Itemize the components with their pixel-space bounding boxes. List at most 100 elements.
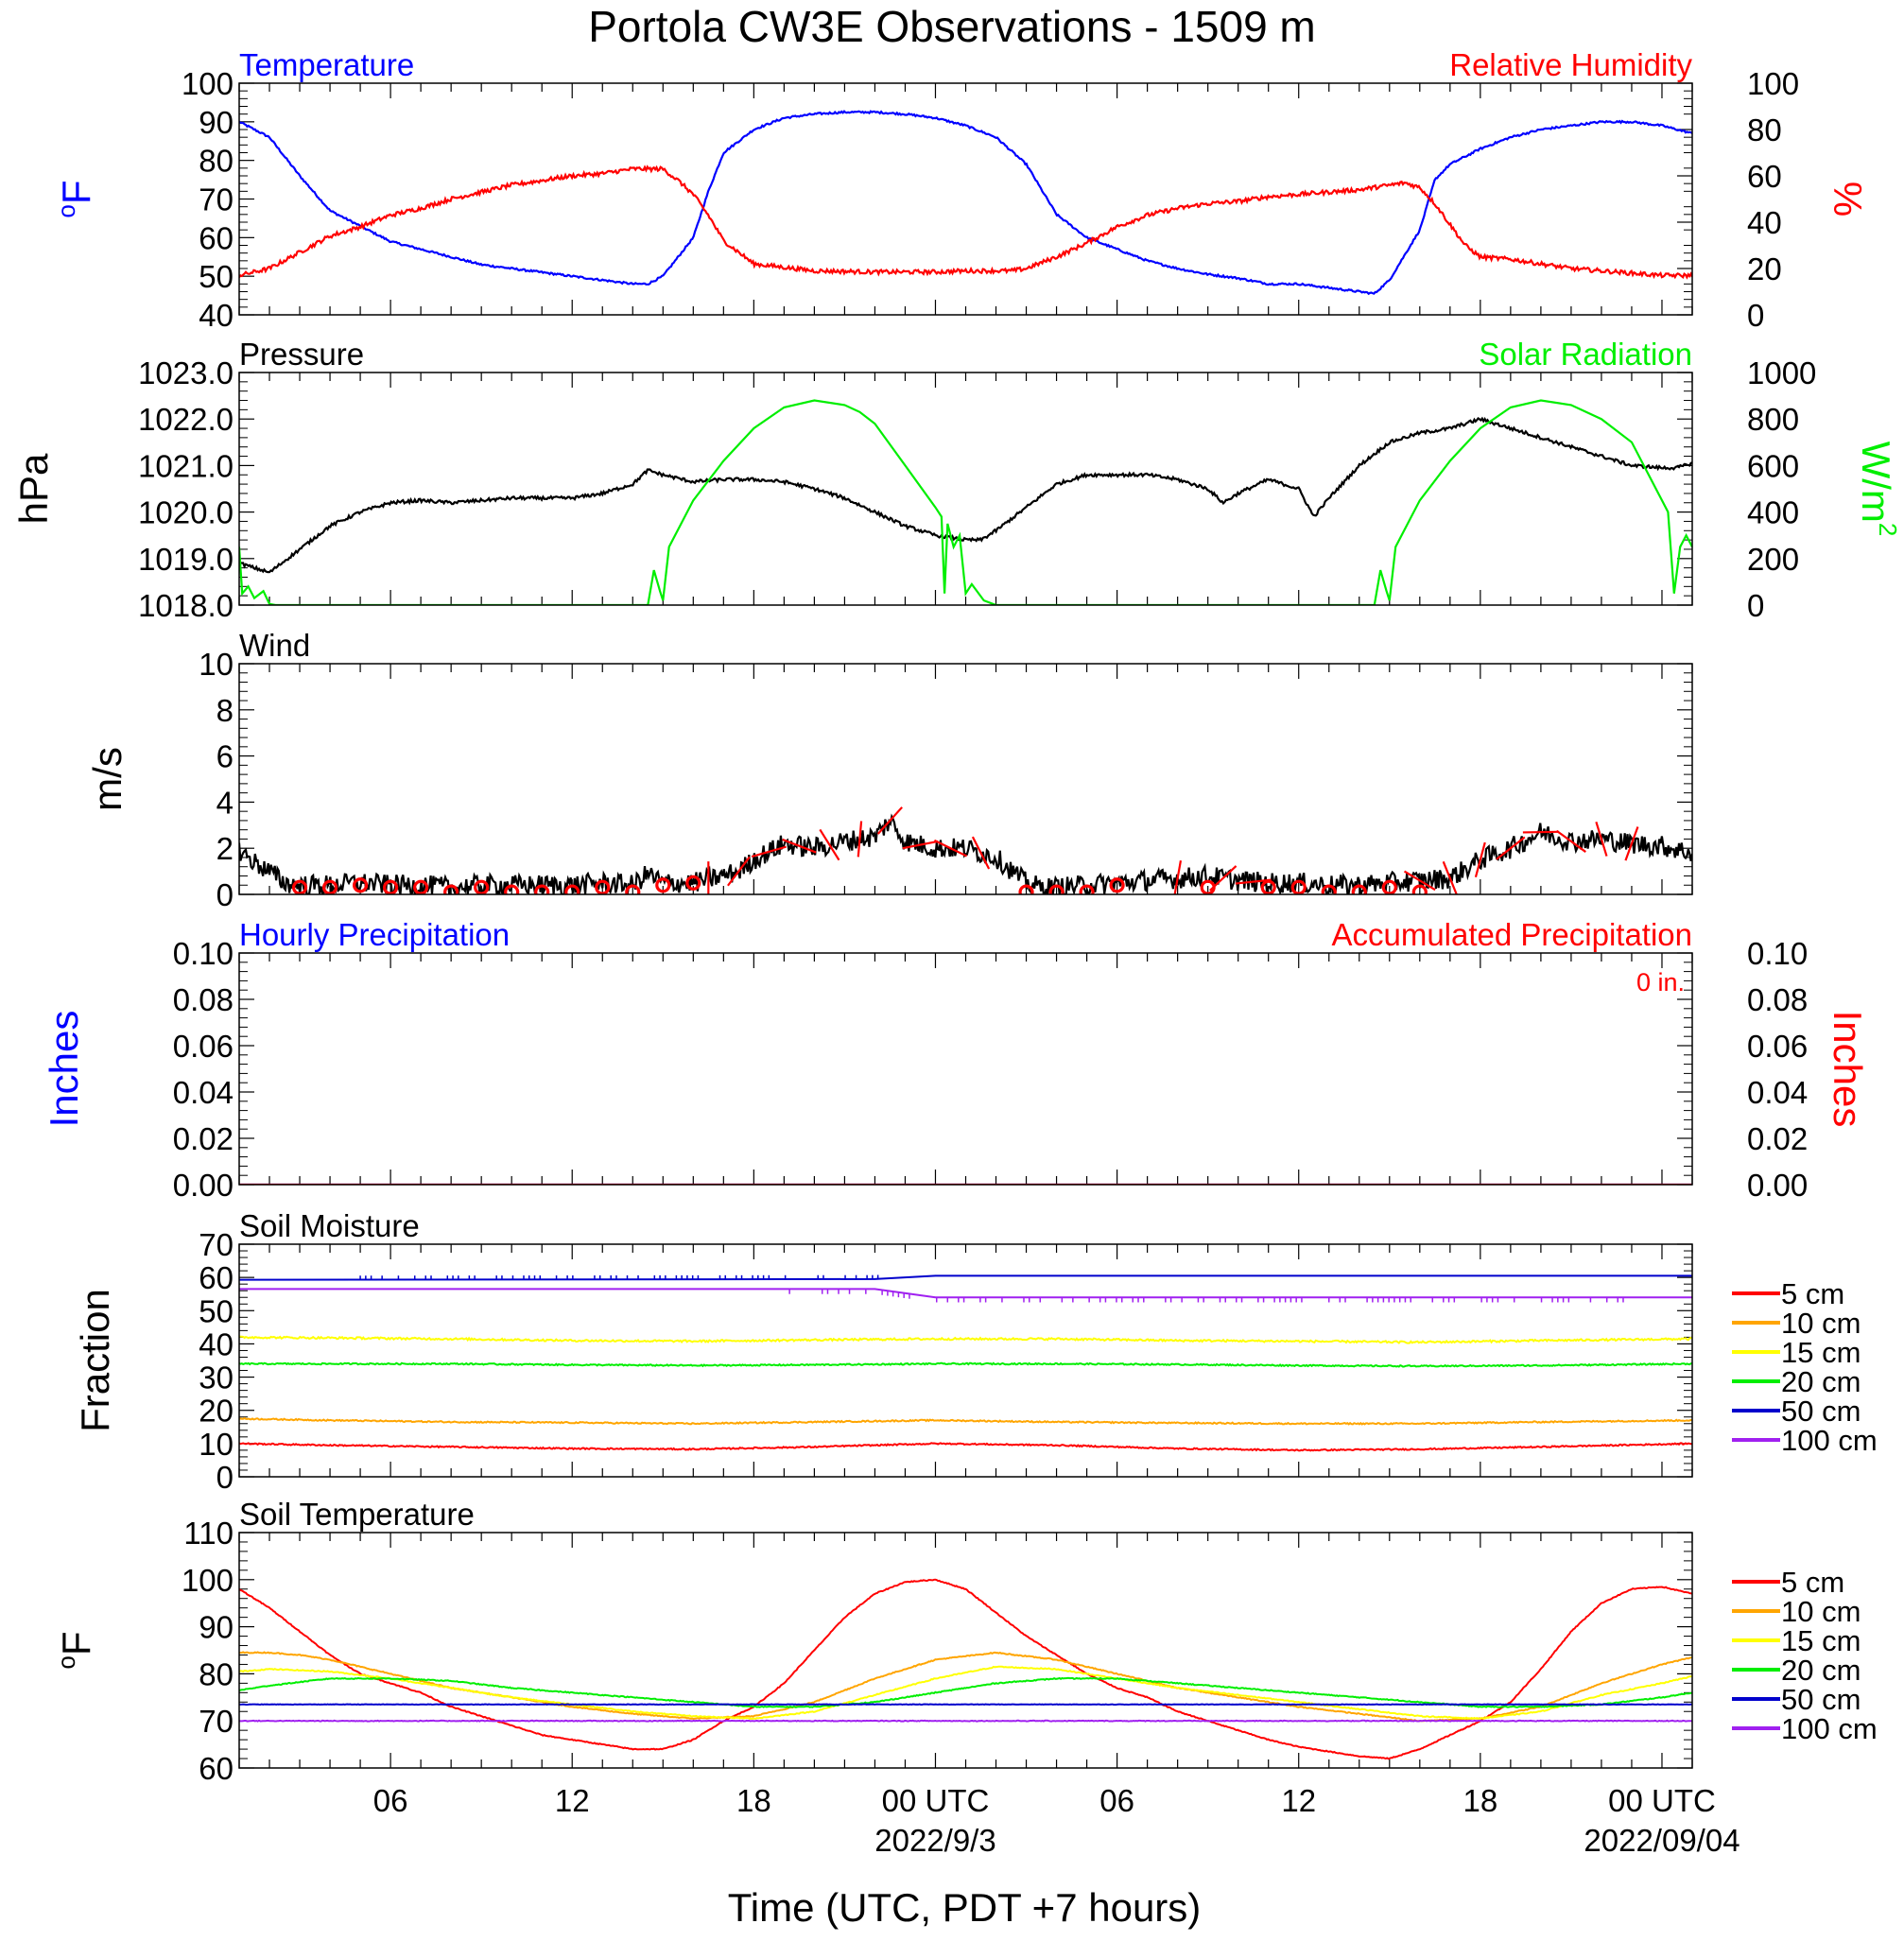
wind-calm-marker (474, 879, 490, 894)
wind-calm-marker (1048, 884, 1065, 894)
y-tick-label-left: 6 (216, 739, 234, 774)
y-tick-label-left: 0.08 (173, 982, 234, 1017)
x-tick-label: 18 (1463, 1783, 1497, 1818)
wind-calm-marker (383, 879, 399, 894)
wind-barb (1442, 860, 1458, 894)
series-group (239, 806, 1692, 894)
y-axis-label-left: Fraction (73, 1289, 117, 1432)
y-tick-label-right: 40 (1747, 205, 1782, 240)
x-tick-label: 12 (1281, 1783, 1316, 1818)
y-tick-label-left: 0.00 (173, 1168, 234, 1203)
series-temperature-line (239, 110, 1692, 296)
wind-barb (1403, 870, 1436, 892)
legend-label: 5 cm (1781, 1277, 1844, 1310)
series-100-cm-line (239, 1719, 1692, 1723)
series-solar-radiation-line (239, 399, 1692, 605)
y-tick-label-left: 30 (199, 1360, 234, 1395)
y-tick-label-left: 0.04 (173, 1075, 234, 1110)
panel-title-left: Soil Temperature (239, 1497, 475, 1532)
y-tick-label-right: 0 (1747, 298, 1764, 333)
chart-title: Portola CW3E Observations - 1509 m (588, 2, 1316, 51)
y-tick-label-left: 1020.0 (138, 495, 234, 530)
series-group (239, 399, 1692, 605)
wind-barb (1522, 830, 1559, 834)
series-50-cm-line (239, 1703, 1692, 1707)
wind-calm-marker (1018, 884, 1034, 894)
wind-calm-marker (1260, 879, 1276, 894)
x-date-label: 2022/09/04 (1584, 1823, 1740, 1858)
y-tick-label-left: 50 (199, 259, 234, 294)
y-tick-label-left: 80 (199, 144, 234, 179)
y-tick-label-left: 100 (182, 66, 234, 101)
wind-calm-marker (1290, 879, 1307, 894)
y-tick-label-left: 10 (199, 647, 234, 682)
y-tick-label-left: 1019.0 (138, 542, 234, 577)
y-tick-label-left: 2 (216, 831, 234, 866)
wind-calm-marker (413, 879, 429, 894)
y-tick-label-left: 70 (199, 1704, 234, 1739)
wind-barb (876, 806, 903, 835)
series-15-cm-line (239, 1665, 1692, 1721)
panel-frame (238, 1243, 1693, 1478)
legend-label: 100 cm (1781, 1424, 1878, 1457)
wind-barb (933, 839, 968, 858)
wind-barb (1496, 836, 1526, 860)
series-group (239, 1578, 1692, 1760)
wind-barb (1209, 865, 1238, 892)
series-5-cm-line (239, 1578, 1692, 1760)
y-axis-label-right: W/m2 (1854, 442, 1902, 537)
y-axis-label-right: % (1826, 182, 1870, 217)
wind-calm-marker (1411, 884, 1428, 894)
y-axis-label-left: oF (52, 1631, 98, 1669)
wind-calm-marker (1381, 879, 1397, 894)
x-tick-label: 06 (373, 1783, 408, 1818)
series-100-cm-line (239, 1288, 1692, 1299)
y-tick-label-left: 50 (199, 1293, 234, 1328)
y-axis-label-left: hPa (11, 453, 56, 524)
wind-calm-marker (1079, 884, 1095, 894)
wind-calm-marker (625, 884, 641, 894)
panel-title-left: Wind (239, 628, 310, 663)
legend-label: 15 cm (1781, 1624, 1861, 1657)
y-tick-label-right: 100 (1747, 66, 1799, 101)
panel-frame (238, 82, 1693, 316)
y-tick-label-left: 8 (216, 693, 234, 728)
y-tick-label-left: 40 (199, 1326, 234, 1361)
y-tick-label-left: 0.10 (173, 936, 234, 971)
legend-label: 20 cm (1781, 1654, 1861, 1687)
x-tick-label: 00 UTC (882, 1783, 990, 1818)
x-tick-label: 06 (1099, 1783, 1134, 1818)
y-tick-label-right: 0.10 (1747, 936, 1808, 971)
x-axis-label: Time (UTC, PDT +7 hours) (728, 1885, 1202, 1930)
legend-label: 50 cm (1781, 1683, 1861, 1716)
y-tick-label-right: 0.08 (1747, 982, 1808, 1017)
y-tick-label-left: 70 (199, 182, 234, 217)
wind-barb (1555, 829, 1586, 853)
wind-calm-marker (504, 884, 520, 894)
wind-calm-marker (1109, 877, 1125, 893)
panel-frame (238, 663, 1693, 895)
x-tick-label: 00 UTC (1608, 1783, 1716, 1818)
legend-label: 100 cm (1781, 1712, 1878, 1745)
y-tick-label-left: 1018.0 (138, 588, 234, 623)
wind-calm-marker (685, 875, 701, 891)
wind-calm-marker (655, 877, 671, 893)
legend-label: 20 cm (1781, 1365, 1861, 1398)
y-axis-label-right: Inches (1826, 1011, 1870, 1128)
x-tick-label: 12 (555, 1783, 590, 1818)
panel-title-right: Solar Radiation (1479, 337, 1692, 372)
wind-barb (1474, 841, 1486, 878)
wind-barb (902, 840, 939, 850)
y-tick-label-left: 70 (199, 1227, 234, 1262)
panel-title-left: Pressure (239, 337, 364, 372)
y-tick-label-left: 4 (216, 785, 234, 820)
y-tick-label-left: 60 (199, 1260, 234, 1295)
y-tick-label-left: 0 (216, 877, 234, 912)
wind-barb (857, 821, 863, 858)
y-tick-label-right: 0.00 (1747, 1168, 1808, 1203)
panel-frame (238, 372, 1693, 606)
